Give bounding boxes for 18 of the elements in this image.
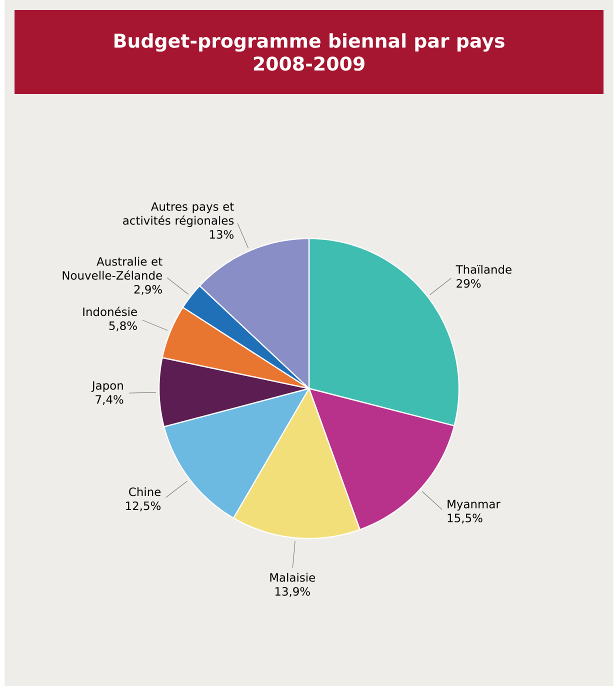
data-label: 13,9% xyxy=(276,587,310,597)
slice-label: Myanmar xyxy=(448,500,501,511)
data-label: 5,8% xyxy=(110,321,138,332)
slice-label: Autres pays et activités régionales xyxy=(123,202,234,228)
slice-label: Chine xyxy=(129,487,161,496)
slice-label: Malaisie xyxy=(270,572,316,582)
slice-label: Indonésie xyxy=(83,306,138,316)
slice-label: Australie et Nouvelle-Zélande xyxy=(63,256,163,280)
chart-subtitle: 2008-2009 xyxy=(254,56,365,71)
data-label: 2,9% xyxy=(134,285,162,295)
data-label: 7,4% xyxy=(96,395,124,405)
slice-label: Japon xyxy=(92,381,124,392)
data-label: 13% xyxy=(210,230,234,239)
slice-label: Thaïlande xyxy=(456,264,512,274)
data-label: 12,5% xyxy=(126,501,161,512)
data-label: 15,5% xyxy=(448,514,483,524)
chart-title: Budget-programme biennal par pays xyxy=(114,33,505,52)
data-label: 29% xyxy=(456,279,481,288)
